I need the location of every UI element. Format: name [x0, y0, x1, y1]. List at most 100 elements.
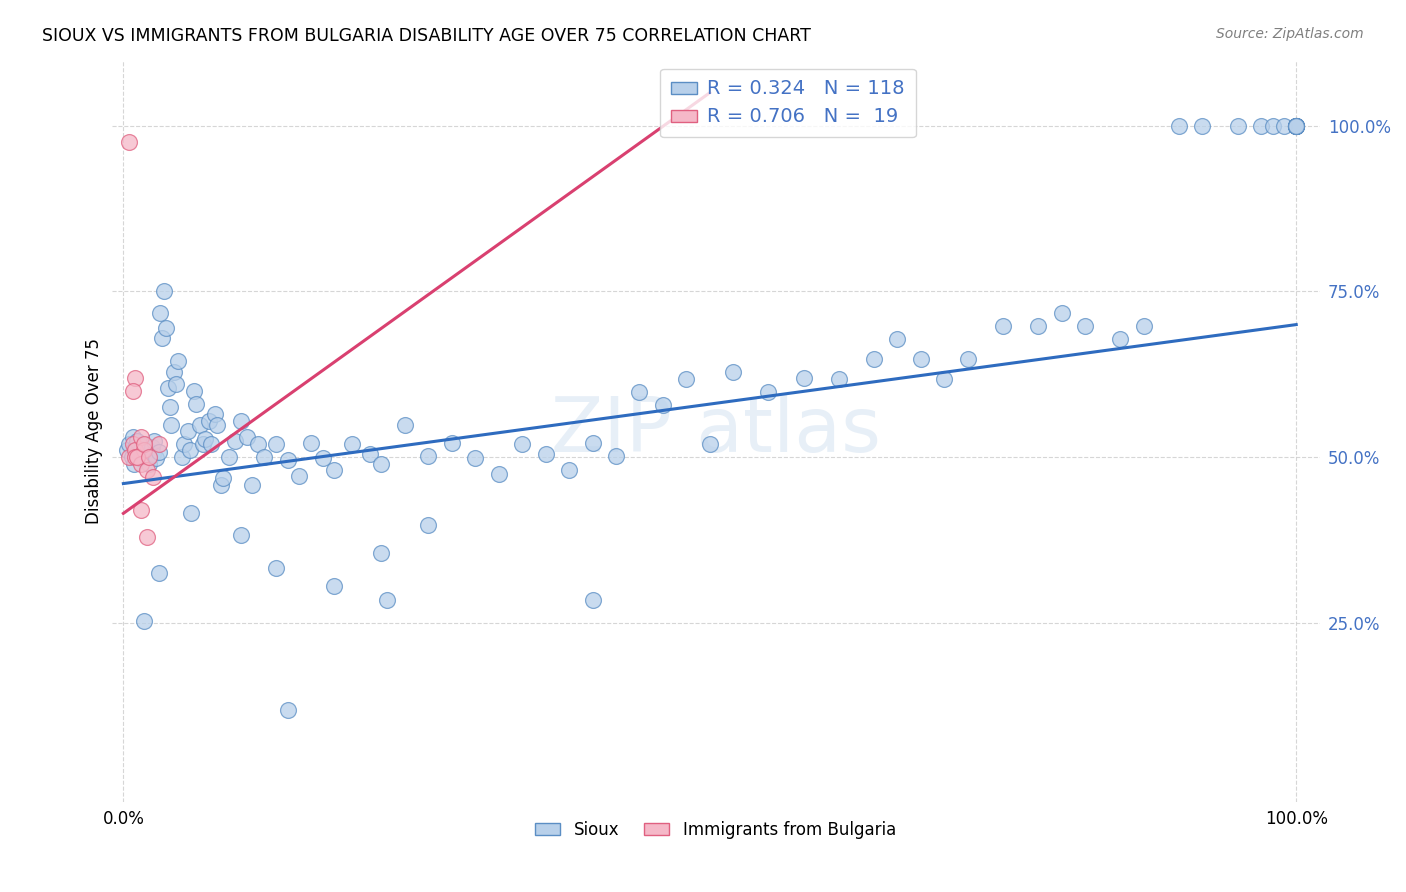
- Point: [183, 384, 205, 398]
- Point: [129, 430, 152, 444]
- Point: [145, 451, 167, 466]
- Point: [312, 451, 335, 466]
- Point: [218, 450, 240, 464]
- Point: [135, 463, 157, 477]
- Y-axis label: Disability Age Over 75: Disability Age Over 75: [86, 337, 103, 524]
- Point: [138, 450, 160, 464]
- Point: [758, 385, 780, 400]
- Point: [723, 365, 745, 379]
- Text: Source: ZipAtlas.com: Source: ZipAtlas.com: [1216, 27, 1364, 41]
- Point: [173, 437, 195, 451]
- Point: [1261, 119, 1284, 133]
- Point: [299, 435, 322, 450]
- Point: [1226, 119, 1249, 133]
- Point: [229, 528, 252, 542]
- Point: [153, 285, 176, 299]
- Point: [136, 443, 159, 458]
- Point: [699, 437, 721, 451]
- Point: [122, 457, 145, 471]
- Point: [129, 457, 152, 471]
- Point: [910, 352, 932, 367]
- Point: [1285, 119, 1308, 133]
- Point: [340, 437, 363, 451]
- Point: [156, 380, 179, 394]
- Point: [863, 352, 886, 367]
- Point: [128, 451, 150, 466]
- Point: [179, 443, 201, 458]
- Point: [370, 546, 392, 560]
- Point: [115, 443, 138, 458]
- Point: [277, 453, 299, 467]
- Point: [200, 437, 222, 451]
- Point: [131, 449, 153, 463]
- Point: [510, 437, 533, 451]
- Point: [1285, 119, 1308, 133]
- Point: [121, 437, 143, 451]
- Point: [1250, 119, 1272, 133]
- Point: [323, 463, 346, 477]
- Point: [212, 471, 235, 485]
- Point: [142, 470, 165, 484]
- Point: [149, 306, 172, 320]
- Point: [277, 703, 299, 717]
- Point: [1050, 306, 1073, 320]
- Point: [628, 385, 651, 400]
- Point: [124, 443, 146, 458]
- Point: [581, 592, 603, 607]
- Point: [124, 370, 146, 384]
- Point: [828, 372, 851, 386]
- Point: [134, 438, 156, 452]
- Point: [1026, 318, 1049, 333]
- Point: [247, 437, 270, 451]
- Point: [991, 318, 1014, 333]
- Point: [1191, 119, 1213, 133]
- Point: [1285, 119, 1308, 133]
- Point: [264, 561, 287, 575]
- Point: [198, 414, 221, 428]
- Point: [167, 354, 190, 368]
- Point: [793, 370, 815, 384]
- Point: [581, 435, 603, 450]
- Point: [155, 321, 177, 335]
- Point: [188, 418, 211, 433]
- Point: [1285, 119, 1308, 133]
- Point: [240, 478, 263, 492]
- Point: [605, 449, 627, 463]
- Point: [125, 447, 148, 461]
- Point: [141, 440, 163, 454]
- Point: [177, 424, 200, 438]
- Point: [253, 450, 276, 464]
- Point: [675, 372, 697, 386]
- Point: [135, 450, 157, 464]
- Point: [264, 437, 287, 451]
- Point: [1074, 318, 1097, 333]
- Point: [418, 517, 440, 532]
- Point: [1167, 119, 1189, 133]
- Point: [1109, 332, 1132, 346]
- Legend: Sioux, Immigrants from Bulgaria: Sioux, Immigrants from Bulgaria: [529, 814, 903, 846]
- Point: [124, 440, 146, 454]
- Point: [934, 372, 956, 386]
- Point: [121, 430, 143, 444]
- Point: [651, 398, 673, 412]
- Point: [375, 592, 398, 607]
- Point: [121, 450, 143, 464]
- Point: [138, 457, 160, 471]
- Point: [121, 384, 143, 398]
- Point: [394, 418, 416, 433]
- Point: [134, 443, 156, 458]
- Point: [205, 418, 228, 433]
- Point: [160, 418, 183, 433]
- Point: [1285, 119, 1308, 133]
- Point: [288, 468, 311, 483]
- Point: [1132, 318, 1154, 333]
- Text: ZIP atlas: ZIP atlas: [551, 393, 880, 467]
- Point: [209, 478, 232, 492]
- Point: [124, 450, 146, 464]
- Point: [150, 331, 173, 345]
- Point: [204, 407, 226, 421]
- Point: [194, 432, 217, 446]
- Point: [134, 615, 156, 629]
- Point: [118, 136, 141, 150]
- Point: [148, 566, 170, 580]
